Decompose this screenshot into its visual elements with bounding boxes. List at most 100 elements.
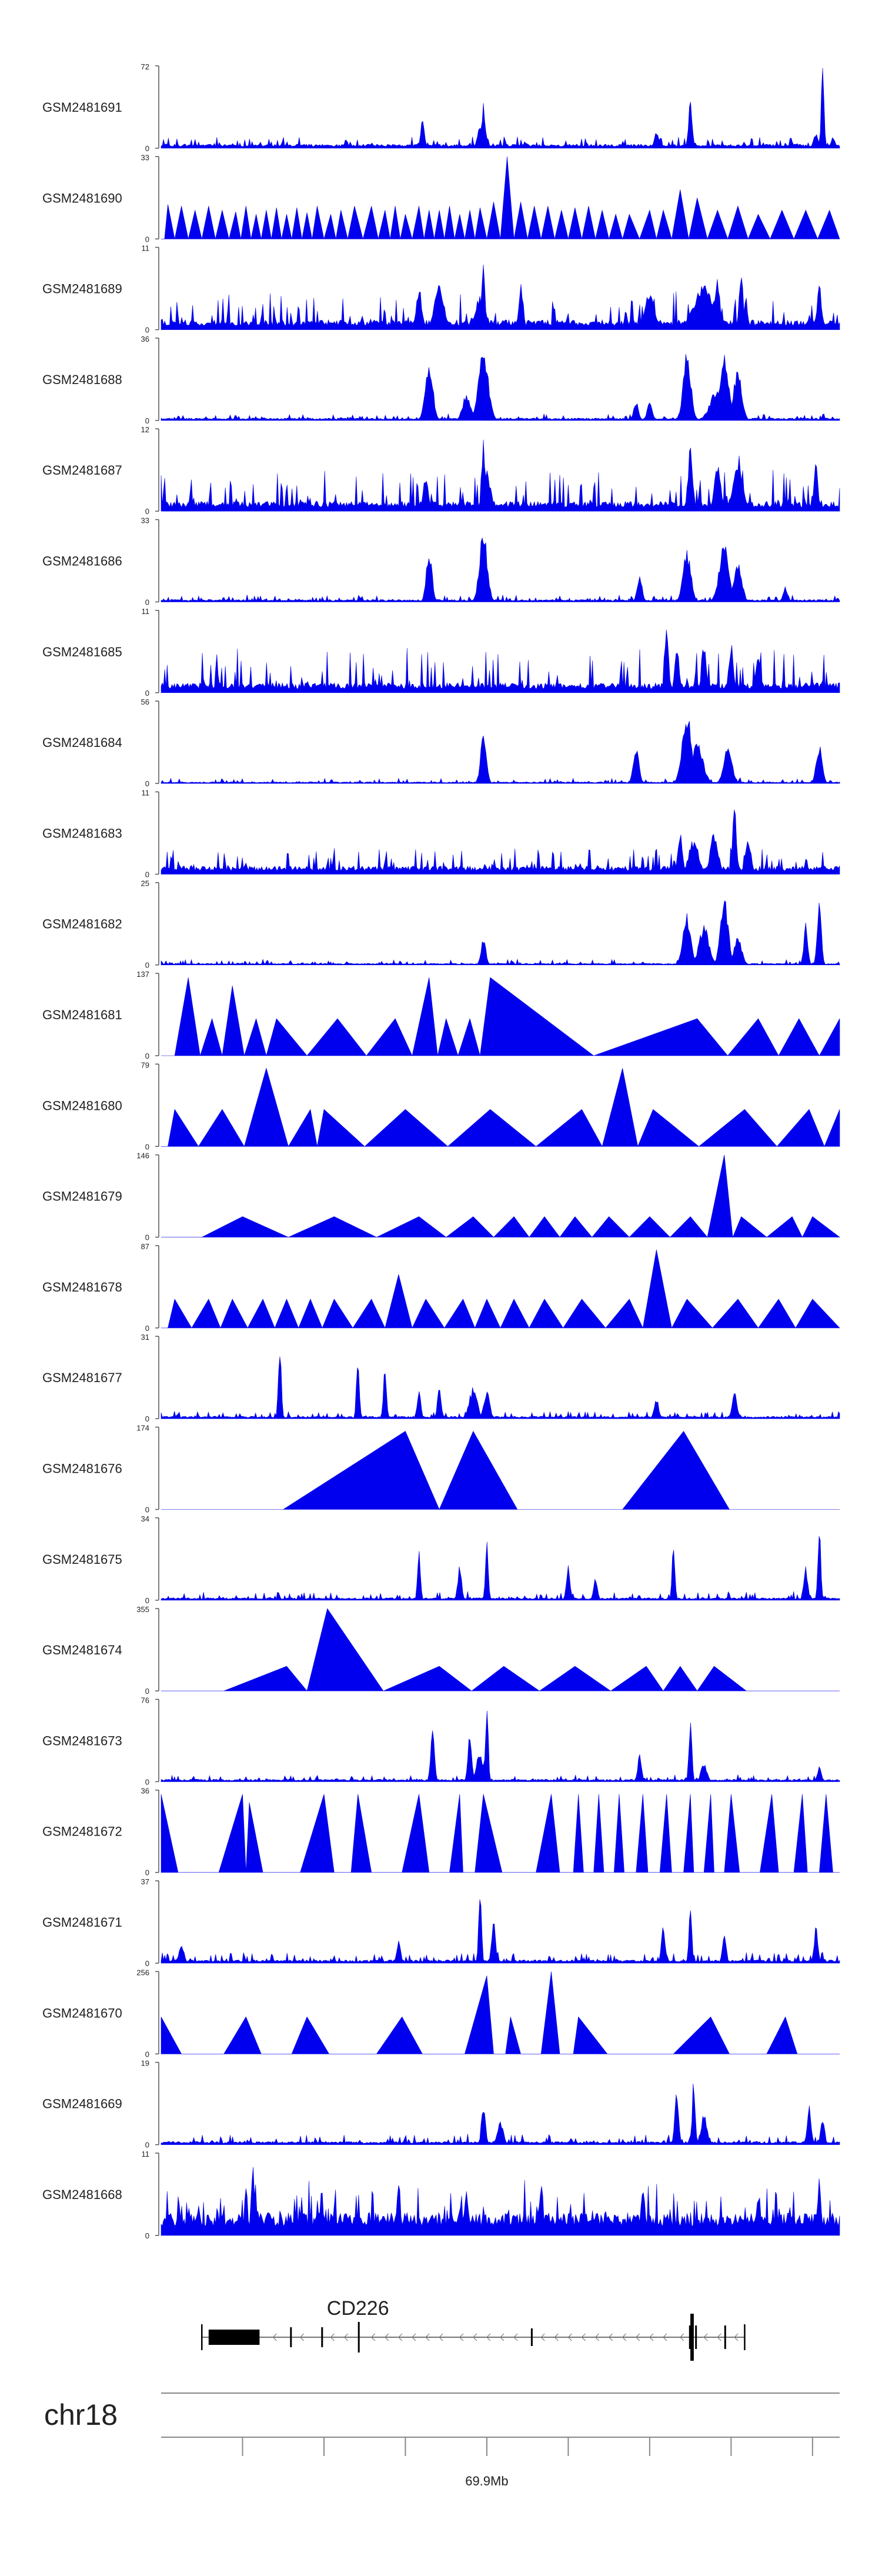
track-GSM2481671: GSM2481671 37 0 (42, 1877, 840, 1968)
track-ymin-label: 0 (145, 1506, 149, 1514)
track-ymax-label: 36 (141, 335, 149, 343)
strand-arrow (594, 2333, 599, 2341)
track-GSM2481673: GSM2481673 76 0 (42, 1696, 840, 1786)
track-ymin-label: 0 (145, 961, 149, 970)
track-GSM2481683: GSM2481683 11 0 (42, 788, 840, 879)
gene-exon (695, 2325, 697, 2349)
track-ymin-label: 0 (145, 2141, 149, 2150)
track-label: GSM2481689 (42, 282, 122, 296)
track-ymax-label: 146 (136, 1152, 149, 1160)
track-GSM2481688: GSM2481688 36 0 (42, 335, 840, 425)
track-ymax-label: 11 (142, 788, 150, 797)
track-ymin-label: 0 (145, 1687, 149, 1696)
track-label: GSM2481671 (42, 1915, 122, 1930)
track-label: GSM2481680 (42, 1098, 122, 1113)
track-ymin-label: 0 (145, 1052, 149, 1060)
coverage-area (161, 1899, 840, 1964)
strand-arrow (459, 2333, 464, 2341)
coverage-area (161, 629, 840, 693)
track-ymax-label: 34 (141, 1514, 149, 1523)
strand-arrow (370, 2333, 376, 2341)
track-label: GSM2481670 (42, 2006, 122, 2020)
track-GSM2481669: GSM2481669 19 0 (42, 2059, 840, 2150)
gene-exon (358, 2322, 360, 2353)
track-label: GSM2481687 (42, 463, 122, 478)
coverage-area (161, 439, 840, 512)
coverage-area (161, 809, 840, 875)
track-ymin-label: 0 (145, 598, 149, 607)
track-ymin-label: 0 (145, 2231, 149, 2240)
track-ymin-label: 0 (145, 1777, 149, 1786)
coverage-area (161, 1971, 840, 2054)
strand-arrow (500, 2333, 505, 2341)
track-ymax-label: 19 (141, 2059, 149, 2068)
strand-arrow (384, 2333, 389, 2341)
coverage-area (161, 1536, 840, 1601)
coverage-area (161, 354, 840, 421)
strand-arrow (439, 2333, 443, 2341)
track-label: GSM2481672 (42, 1824, 122, 1839)
track-GSM2481684: GSM2481684 56 0 (42, 698, 840, 788)
genomic-axis: chr18 69.9Mb (44, 2393, 840, 2488)
coverage-area (161, 538, 840, 602)
strand-arrow (472, 2333, 477, 2341)
track-ymax-label: 137 (136, 970, 149, 979)
strand-arrow (734, 2333, 739, 2341)
coverage-tracks: GSM2481691720GSM2481690330GSM2481689110G… (42, 62, 840, 2240)
track-GSM2481679: GSM2481679 146 0 (42, 1152, 840, 1242)
strand-arrow (486, 2333, 491, 2341)
track-ymax-label: 33 (141, 516, 149, 525)
track-ymax-label: 31 (141, 1333, 149, 1342)
strand-arrow (717, 2333, 721, 2341)
track-GSM2481668: GSM2481668 11 0 (42, 2150, 840, 2240)
strand-arrow (330, 2333, 335, 2341)
track-ymax-label: 36 (141, 1787, 149, 1796)
track-ymin-label: 0 (145, 144, 149, 153)
track-label: GSM2481677 (42, 1370, 122, 1385)
coverage-area (161, 68, 840, 149)
coverage-area (161, 720, 840, 784)
axis-ticks (242, 2437, 813, 2456)
track-label: GSM2481679 (42, 1189, 122, 1204)
track-ymin-label: 0 (145, 235, 149, 243)
track-ymin-label: 0 (145, 416, 149, 425)
track-GSM2481689: GSM2481689 11 0 (42, 244, 840, 335)
track-GSM2481676: GSM2481676 174 0 (42, 1424, 840, 1514)
strand-arrow (679, 2333, 684, 2341)
track-ymax-label: 256 (136, 1968, 149, 1977)
coverage-area (161, 2167, 840, 2236)
coverage-area (161, 264, 840, 330)
track-ymin-label: 0 (145, 2050, 149, 2058)
strand-arrow (272, 2333, 277, 2341)
coverage-area (161, 1608, 840, 1691)
track-ymax-label: 37 (141, 1877, 149, 1886)
coverage-area (161, 900, 840, 965)
strand-arrow (540, 2333, 545, 2341)
coverage-area (161, 1249, 840, 1329)
track-ymin-label: 0 (145, 1868, 149, 1877)
coverage-area (161, 1067, 840, 1147)
strand-arrow (608, 2333, 613, 2341)
coverage-area (161, 2083, 840, 2145)
track-label: GSM2481685 (42, 645, 122, 659)
track-ymin-label: 0 (145, 507, 149, 516)
strand-arrow (412, 2333, 416, 2341)
strand-arrow (343, 2333, 349, 2341)
track-ymax-label: 25 (141, 879, 149, 888)
track-label: GSM2481688 (42, 372, 122, 387)
strand-arrow (398, 2333, 403, 2341)
strand-arrow (425, 2333, 430, 2341)
gene-annotation-track: CD226 (201, 2297, 746, 2361)
gene-exon (689, 2325, 691, 2349)
strand-arrow (513, 2333, 518, 2341)
track-ymax-label: 11 (142, 607, 150, 616)
track-ymax-label: 355 (136, 1605, 149, 1614)
track-ymax-label: 11 (142, 2150, 150, 2158)
track-label: GSM2481690 (42, 191, 122, 205)
track-label: GSM2481683 (42, 826, 122, 840)
track-ymin-label: 0 (145, 1414, 149, 1423)
gene-exon (530, 2328, 533, 2346)
gene-name-label: CD226 (327, 2297, 389, 2320)
strand-arrow (622, 2333, 627, 2341)
track-ymin-label: 0 (145, 870, 149, 879)
